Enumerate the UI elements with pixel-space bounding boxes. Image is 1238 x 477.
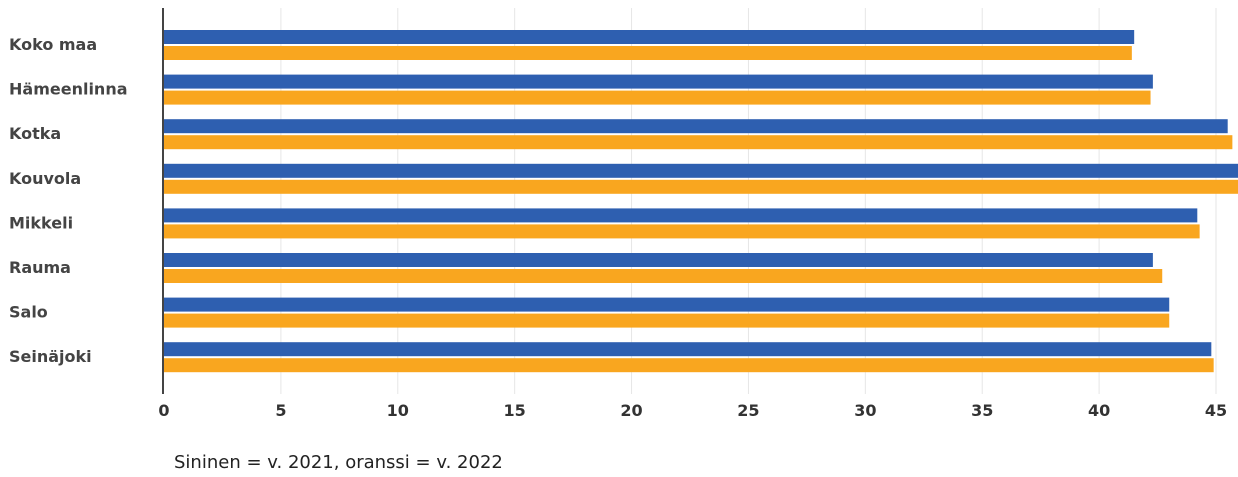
bar-2021 [164, 297, 1170, 312]
bar-2021 [164, 342, 1212, 357]
x-tick-label: 10 [387, 401, 409, 420]
grid-lines [280, 8, 1217, 394]
x-tick-label: 15 [504, 401, 526, 420]
category-label: Seinäjoki [9, 347, 92, 366]
bars [164, 30, 1238, 373]
bar-2022 [164, 46, 1132, 60]
x-tick-label: 30 [854, 401, 876, 420]
x-tick-label: 35 [971, 401, 993, 420]
bar-2021 [164, 163, 1238, 178]
bar-2021 [164, 119, 1228, 134]
legend-caption: Sininen = v. 2021, oranssi = v. 2022 [174, 452, 503, 473]
bar-2021 [164, 253, 1153, 267]
category-label: Rauma [9, 258, 71, 277]
bar-2022 [164, 313, 1170, 328]
bar-2022 [164, 90, 1151, 105]
category-label: Kotka [9, 124, 61, 143]
bar-2022 [164, 269, 1163, 283]
bar-2022 [164, 224, 1200, 239]
bar-2021 [164, 208, 1198, 223]
x-tick-label: 0 [158, 401, 169, 420]
bar-2022 [164, 358, 1214, 373]
bar-2021 [164, 30, 1135, 44]
bar-2022 [164, 179, 1238, 194]
category-label: Kouvola [9, 169, 81, 188]
category-labels: Koko maa Hämeenlinna Kotka Kouvola Mikkeli Ra… [9, 35, 128, 366]
x-tick-label: 25 [737, 401, 759, 420]
bar-2022 [164, 135, 1233, 150]
x-tick-label: 40 [1088, 401, 1110, 420]
category-label: Mikkeli [9, 213, 73, 232]
bar-chart: Koko maa Hämeenlinna Kotka Kouvola Mikkeli Ra… [9, 8, 1238, 420]
x-axis-ticks: 0 5 10 15 20 25 30 35 40 45 [158, 401, 1227, 420]
category-label: Koko maa [9, 35, 97, 54]
x-tick-label: 20 [620, 401, 642, 420]
bar-2021 [164, 74, 1153, 89]
x-tick-label: 5 [275, 401, 286, 420]
category-label: Salo [9, 303, 48, 322]
category-label: Hämeenlinna [9, 80, 128, 99]
x-tick-label: 45 [1205, 401, 1227, 420]
